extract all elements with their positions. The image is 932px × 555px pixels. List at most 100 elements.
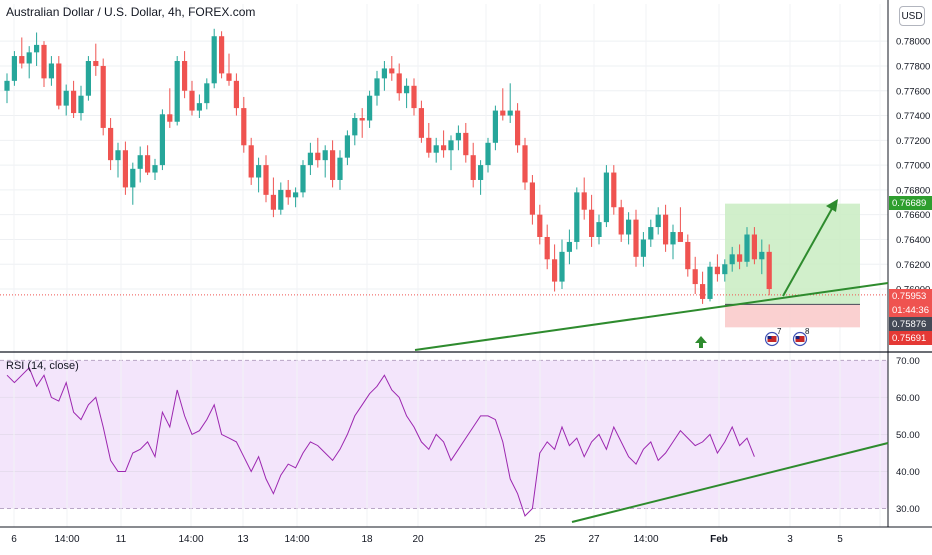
candle-body	[655, 214, 661, 228]
candle	[685, 234, 691, 277]
candle-body	[552, 259, 558, 282]
candle-body	[389, 68, 395, 74]
candle-body	[330, 150, 336, 180]
candle-body	[56, 63, 62, 106]
candle	[396, 63, 402, 101]
candle	[256, 157, 262, 193]
candle	[241, 96, 247, 153]
candle-body	[359, 118, 365, 121]
candle-body	[707, 266, 713, 299]
candle-body	[85, 61, 91, 96]
candle-body	[537, 214, 543, 237]
candle	[448, 135, 454, 171]
candle	[515, 103, 521, 153]
candle	[285, 179, 291, 205]
price-tick-label: 0.76800	[896, 185, 930, 196]
rsi-trendline	[571, 442, 889, 523]
candle-body	[404, 85, 410, 94]
candle-body	[626, 219, 632, 235]
candle-body	[478, 165, 484, 180]
candle	[41, 41, 47, 88]
candle	[500, 88, 506, 121]
rsi-tick-label: 50.00	[896, 430, 920, 441]
candle-body	[685, 241, 691, 270]
candle	[130, 162, 136, 205]
candle	[159, 109, 165, 171]
candle-body	[463, 132, 469, 156]
rsi-tick-label: 70.00	[896, 356, 920, 367]
rsi-indicator-label[interactable]: RSI (14, close)	[6, 360, 79, 372]
candle	[71, 80, 77, 119]
candle-body	[233, 80, 239, 109]
candle-body	[648, 227, 654, 240]
candle	[152, 158, 158, 180]
candle	[596, 214, 602, 245]
price-tick-label: 0.77400	[896, 111, 930, 122]
candle	[211, 28, 217, 89]
projection-arrowhead	[826, 199, 838, 212]
candle	[552, 244, 558, 292]
candle	[700, 271, 706, 304]
candle	[352, 113, 358, 146]
candle	[122, 141, 128, 195]
up-arrow-icon	[695, 336, 707, 348]
candle	[56, 56, 62, 110]
price-trendline	[414, 282, 889, 351]
candle-body	[145, 155, 151, 173]
candle-body	[211, 36, 217, 84]
time-tick-label: 13	[237, 534, 249, 545]
candle-body	[48, 63, 54, 79]
candle-body	[700, 284, 706, 299]
candle	[492, 105, 498, 151]
candle-body	[344, 135, 350, 158]
candle	[182, 51, 188, 99]
price-tick-label: 0.77200	[896, 136, 930, 147]
candle	[374, 70, 380, 106]
candle-body	[418, 108, 424, 138]
event-count: 8	[805, 327, 810, 336]
candle	[707, 261, 713, 302]
candle-body	[492, 110, 498, 143]
candle-body	[26, 52, 32, 64]
currency-button[interactable]: USD	[899, 6, 925, 26]
flag-icon-us: 8	[792, 327, 810, 347]
candle-body	[411, 85, 417, 109]
candle	[233, 73, 239, 116]
candle	[670, 224, 676, 260]
candle	[226, 53, 232, 86]
candle-body	[507, 110, 513, 116]
rsi-line	[6, 366, 755, 517]
candle	[367, 90, 373, 128]
candle	[559, 239, 565, 290]
candle-body	[396, 73, 402, 94]
time-tick-label: 27	[588, 534, 600, 545]
candle-body	[589, 209, 595, 237]
price-tick-label: 0.77800	[896, 61, 930, 72]
candle	[418, 100, 424, 143]
candle-body	[759, 251, 765, 260]
candle	[744, 227, 750, 267]
candle	[714, 254, 720, 282]
candle-body	[381, 68, 387, 79]
candle-body	[270, 194, 276, 210]
candle	[751, 227, 757, 265]
time-tick-label: 18	[361, 534, 373, 545]
candle-body	[426, 137, 432, 153]
candle	[85, 56, 91, 101]
candle-body	[677, 232, 683, 242]
loss-zone	[725, 304, 860, 328]
candle	[522, 137, 528, 190]
time-tick-label: 5	[837, 534, 843, 545]
target-price-tag: 0.76689	[889, 196, 932, 210]
time-tick-label: 25	[534, 534, 546, 545]
candle	[566, 229, 572, 265]
candle-body	[122, 150, 128, 188]
last-price-tag: 0.75953	[889, 289, 932, 303]
candle	[463, 122, 469, 163]
candle-body	[322, 150, 328, 161]
candle-body	[34, 44, 40, 53]
candle	[692, 256, 698, 294]
candle	[677, 207, 683, 242]
